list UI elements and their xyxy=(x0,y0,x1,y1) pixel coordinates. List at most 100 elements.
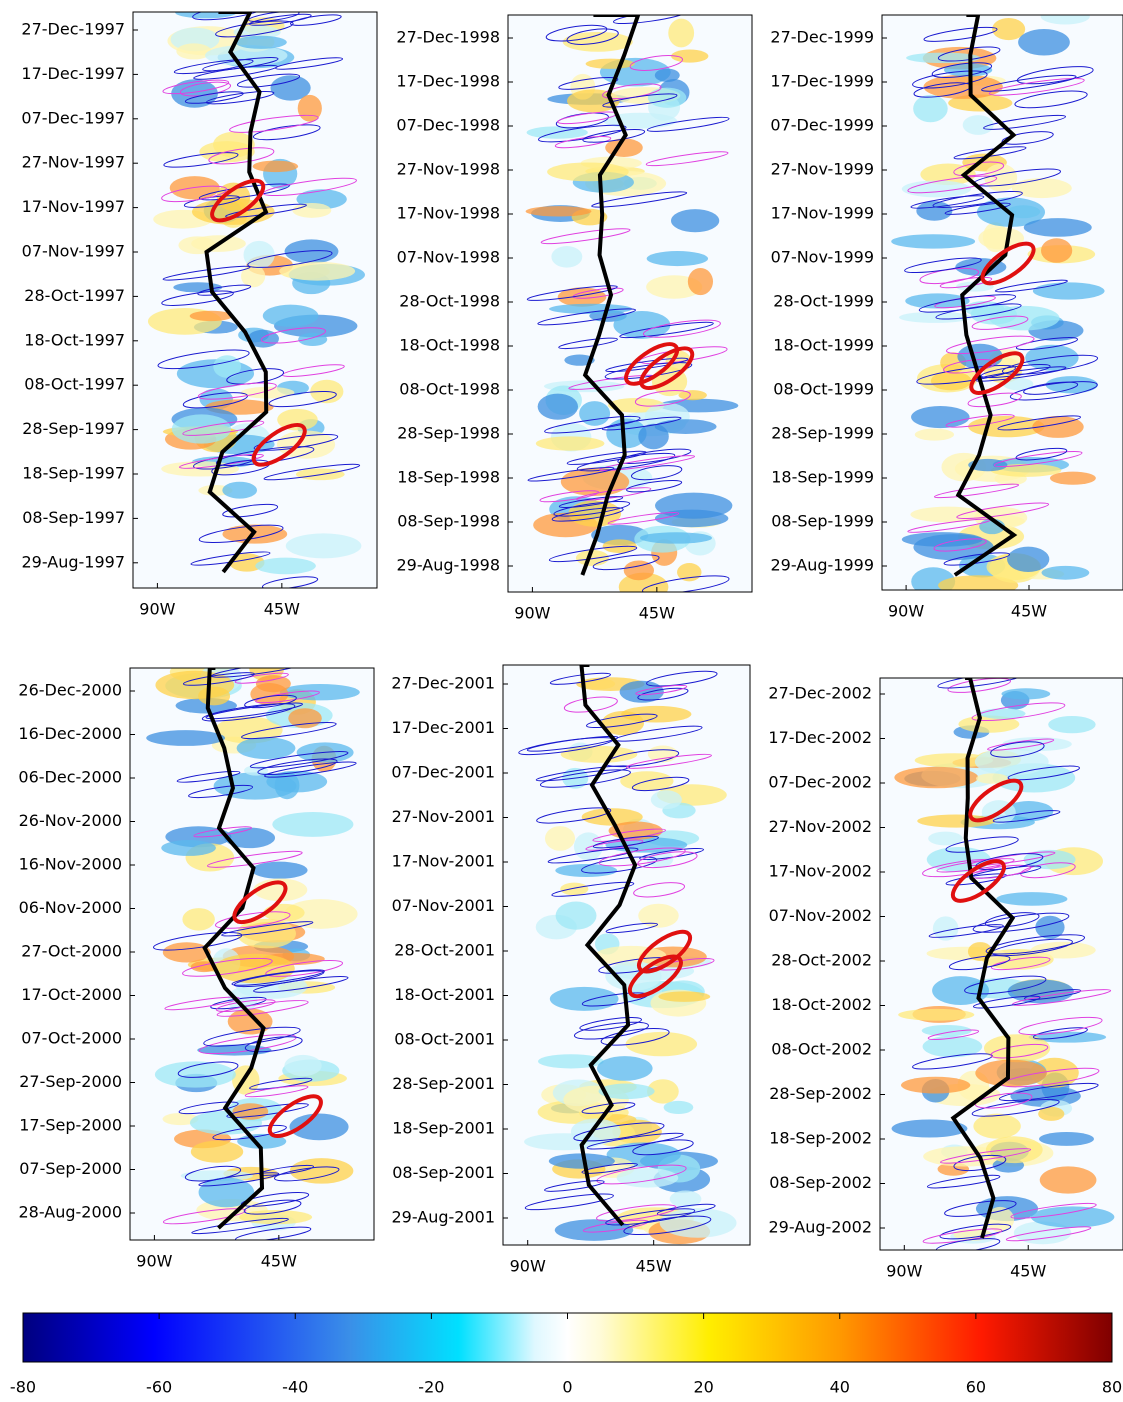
contour xyxy=(255,690,320,704)
contour xyxy=(198,183,290,201)
anomaly-patch xyxy=(560,745,638,763)
contour xyxy=(619,321,714,339)
contour xyxy=(263,463,361,481)
y-tick-label: 08-Oct-1998 xyxy=(399,380,500,399)
contour xyxy=(1007,765,1080,781)
contour xyxy=(244,1036,303,1053)
contour xyxy=(234,672,289,684)
anomaly-patch xyxy=(262,304,319,327)
anomaly-patch xyxy=(678,390,707,401)
x-tick-label: 45W xyxy=(636,1257,672,1276)
track-line xyxy=(204,12,269,574)
contour xyxy=(248,12,300,23)
contour xyxy=(215,911,291,929)
contour xyxy=(631,776,690,792)
contour xyxy=(646,670,718,687)
anomaly-patch xyxy=(285,533,362,559)
contour xyxy=(1018,1016,1103,1036)
anomaly-patch xyxy=(601,710,645,736)
contour xyxy=(558,496,624,508)
contour xyxy=(935,1238,1001,1250)
y-tick-label: 17-Sep-2000 xyxy=(19,1116,122,1135)
anomaly-patch xyxy=(538,1054,604,1069)
contour xyxy=(947,678,1011,693)
contour xyxy=(645,151,729,167)
contour xyxy=(637,687,689,701)
y-tick-label: 08-Sep-2002 xyxy=(769,1173,872,1192)
y-tick-label: 29-Aug-2002 xyxy=(768,1218,872,1237)
anomaly-patch xyxy=(975,1059,1047,1087)
anomaly-patch xyxy=(189,310,233,322)
contour xyxy=(1023,381,1079,395)
y-tick-label: 07-Dec-2002 xyxy=(768,773,872,792)
y-tick-label: 08-Oct-2002 xyxy=(771,1040,872,1059)
contour xyxy=(971,315,1029,330)
plot-frame xyxy=(132,11,378,589)
anomaly-patch xyxy=(616,1168,679,1188)
red-contour xyxy=(968,778,1024,823)
contour xyxy=(551,507,624,522)
red-contour xyxy=(969,351,1025,395)
anomaly-patch xyxy=(990,463,1062,477)
contour xyxy=(993,451,1083,468)
plot-frame xyxy=(879,677,1123,1251)
contour xyxy=(184,1165,242,1182)
anomaly-patch xyxy=(272,811,354,837)
anomaly-patch xyxy=(663,1100,694,1115)
contour xyxy=(634,389,691,407)
contour xyxy=(933,538,987,552)
y-tick-label: 27-Dec-2001 xyxy=(391,674,495,693)
contour xyxy=(994,279,1068,293)
contour xyxy=(176,770,241,783)
anomaly-patch xyxy=(547,162,629,182)
contour xyxy=(904,257,982,273)
anomaly-patch xyxy=(1013,1221,1072,1245)
contour xyxy=(596,1204,677,1222)
contour xyxy=(222,503,279,518)
plot-frame xyxy=(502,664,751,1246)
y-tick-label: 08-Sep-1998 xyxy=(397,512,500,531)
anomaly-patch xyxy=(914,753,993,768)
red-contour xyxy=(624,342,680,386)
contour xyxy=(581,1162,638,1174)
anomaly-patch xyxy=(1045,376,1098,394)
anomaly-patch xyxy=(154,1061,236,1088)
anomaly-patch xyxy=(923,74,1003,99)
y-tick-label: 29-Aug-1998 xyxy=(396,556,500,575)
y-tick-label: 17-Nov-1999 xyxy=(771,204,874,223)
contour xyxy=(226,1103,309,1118)
contour xyxy=(972,912,1070,933)
contour xyxy=(178,1101,239,1115)
anomaly-patch xyxy=(1039,1166,1097,1194)
anomaly-patch xyxy=(1048,715,1096,734)
y-tick-label: 28-Oct-2002 xyxy=(771,951,872,970)
anomaly-patch xyxy=(914,428,955,441)
anomaly-patch xyxy=(638,423,669,450)
contour xyxy=(247,250,333,268)
anomaly-patch xyxy=(985,1136,1043,1164)
contour xyxy=(1024,989,1082,1001)
y-tick-label: 18-Sep-2002 xyxy=(769,1129,872,1148)
anomaly-patch xyxy=(598,1083,655,1100)
red-contour xyxy=(251,422,307,467)
contour xyxy=(601,416,682,431)
plot-frame xyxy=(507,14,753,593)
anomaly-patch xyxy=(579,401,611,426)
contour xyxy=(630,465,683,481)
anomaly-patch xyxy=(1028,1031,1107,1043)
contour xyxy=(945,836,1019,853)
anomaly-patch xyxy=(1007,546,1050,572)
track-line xyxy=(950,678,1016,1239)
x-tick-label: 45W xyxy=(1010,1262,1046,1281)
contour xyxy=(208,147,275,165)
contour xyxy=(554,135,612,149)
anomaly-patch xyxy=(901,1076,971,1094)
contour xyxy=(591,191,688,208)
y-tick-label: 17-Dec-1997 xyxy=(21,64,125,83)
anomaly-patch xyxy=(1023,849,1076,870)
y-tick-label: 08-Sep-1999 xyxy=(771,512,874,531)
anomaly-patch xyxy=(1049,471,1096,485)
red-contour xyxy=(267,1094,323,1138)
contour xyxy=(553,500,631,517)
anomaly-patch xyxy=(932,916,959,941)
